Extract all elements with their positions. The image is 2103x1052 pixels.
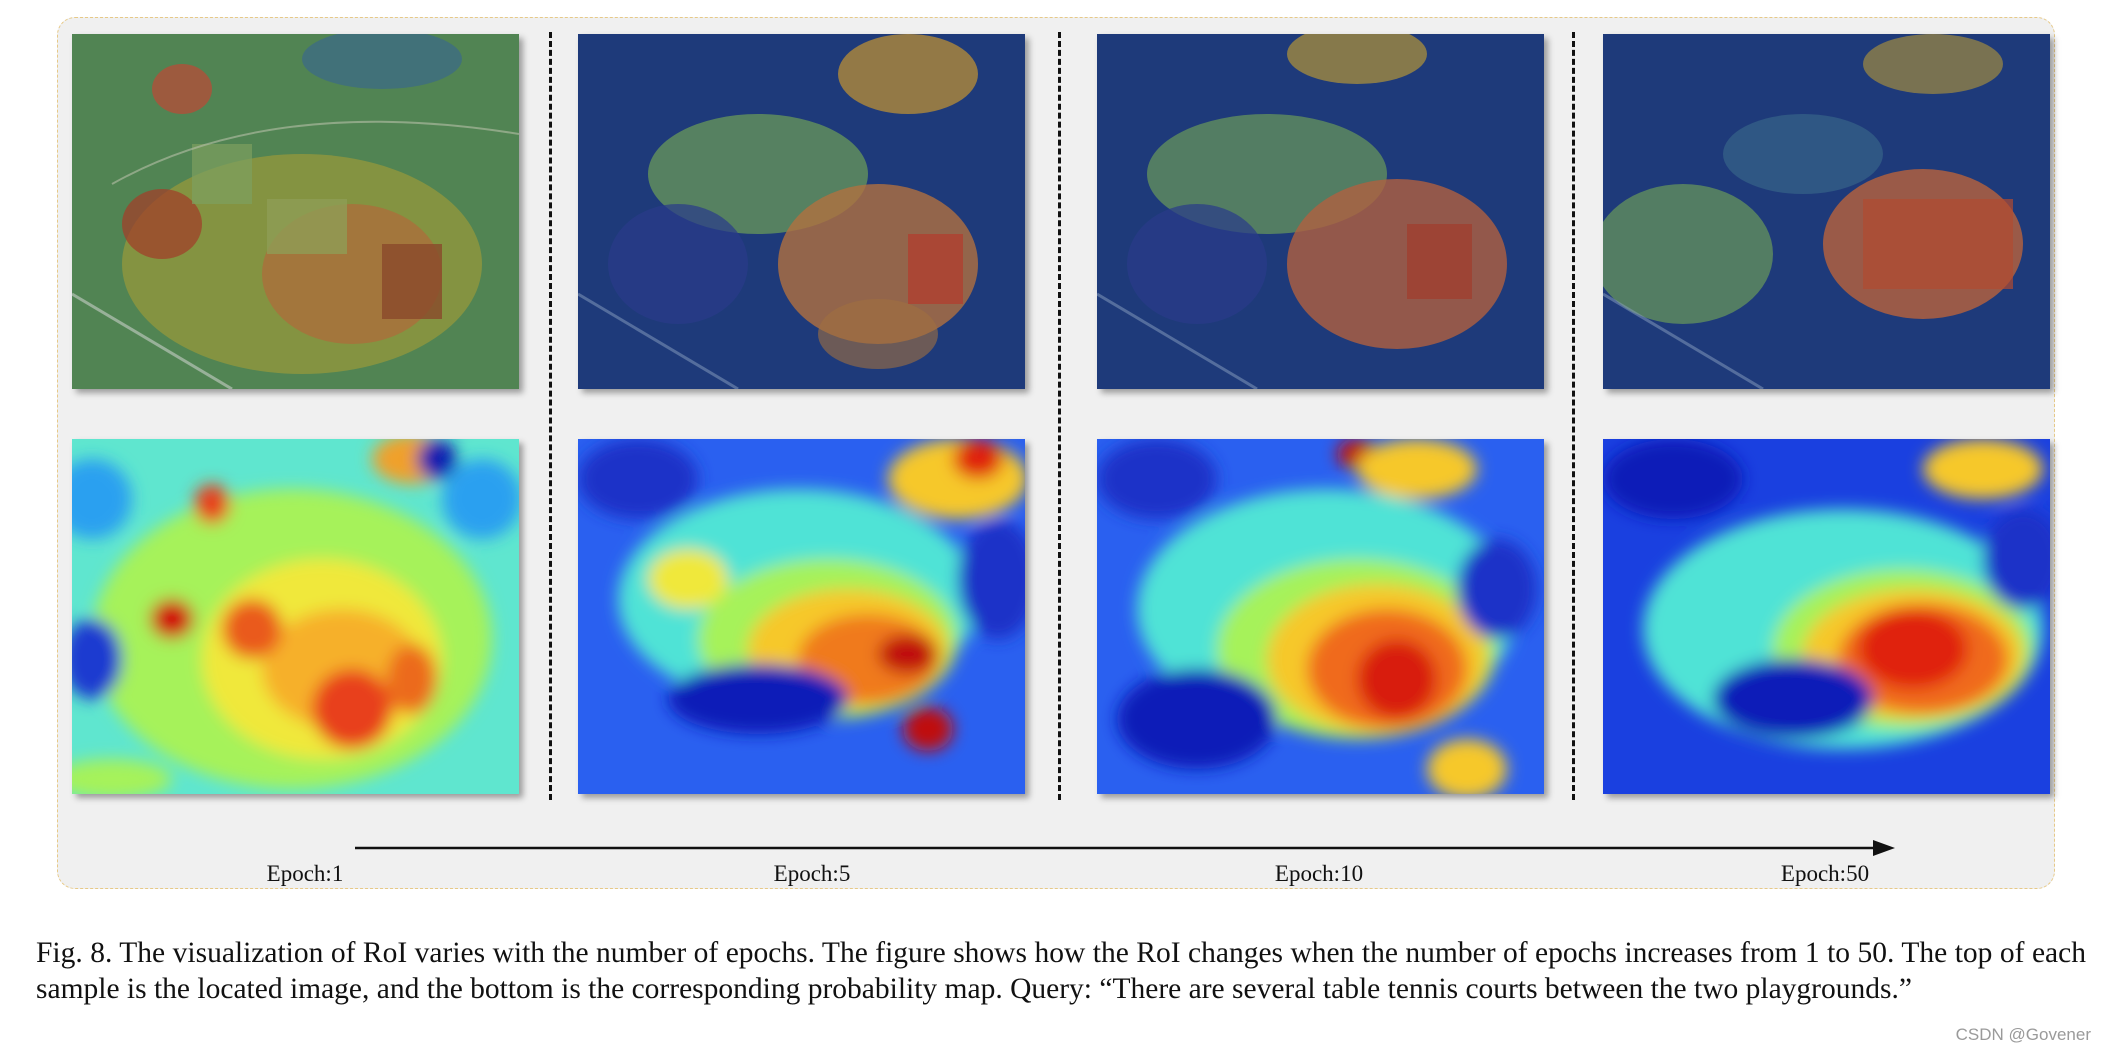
epoch-label-50: Epoch:50 [1780, 861, 1870, 886]
figure-panel: Epoch:1 Epoch:5 Epoch:10 Epoch:50 [57, 17, 2055, 889]
probability-map-epoch-10 [1097, 439, 1544, 794]
located-image-epoch-50 [1603, 34, 2050, 389]
watermark: CSDN @Govener [1955, 1025, 2091, 1044]
located-image-epoch-5 [578, 34, 1025, 389]
probability-map-epoch-5 [578, 439, 1025, 794]
separator-line [549, 32, 552, 800]
separator-line [1572, 32, 1575, 800]
epoch-label-1: Epoch:1 [266, 861, 344, 886]
epoch-label-10: Epoch:10 [1274, 861, 1364, 886]
figure-caption: Fig. 8. The visualization of RoI varies … [36, 937, 2086, 1005]
located-image-epoch-1 [72, 34, 519, 389]
located-image-epoch-10 [1097, 34, 1544, 389]
separator-line [1058, 32, 1061, 800]
epoch-progress-arrow [355, 840, 1895, 856]
probability-map-epoch-1 [72, 439, 519, 794]
epoch-label-5: Epoch:5 [773, 861, 851, 886]
probability-map-epoch-50 [1603, 439, 2050, 794]
